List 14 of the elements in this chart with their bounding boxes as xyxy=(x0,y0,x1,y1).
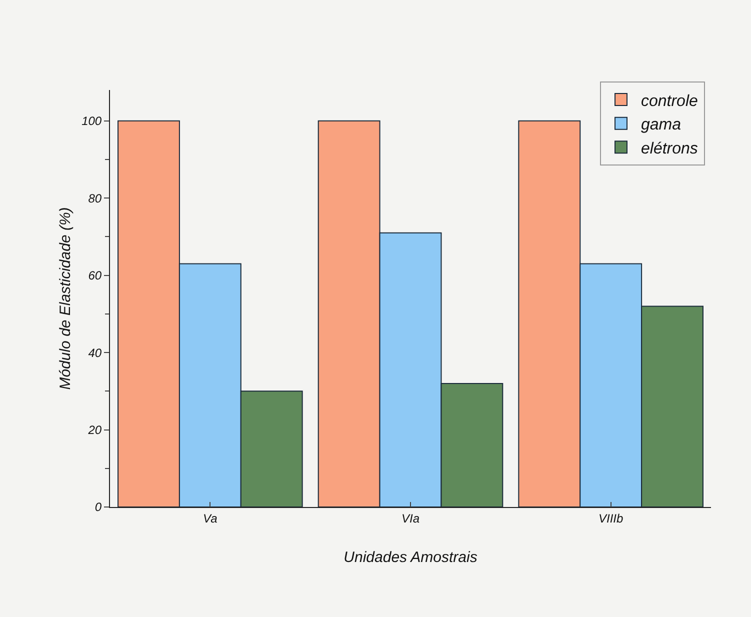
x-tick-label: VIa xyxy=(401,511,420,526)
y-tick-label: 80 xyxy=(88,191,102,206)
legend-label: gama xyxy=(640,116,682,134)
legend-label: elétrons xyxy=(640,140,698,158)
y-tick-label: 40 xyxy=(88,346,102,360)
x-axis-title: Unidades Amostrais xyxy=(344,549,478,566)
y-axis-title: Módulo de Elasticidade (%) xyxy=(57,207,74,390)
y-tick-label: 100 xyxy=(82,114,102,128)
y-tick-label: 0 xyxy=(94,500,102,514)
x-tick-label: VIIIb xyxy=(598,511,624,526)
x-tick-label: Va xyxy=(203,511,218,526)
legend-label: controle xyxy=(640,92,698,110)
y-tick-label: 60 xyxy=(88,268,102,283)
y-tick-label: 20 xyxy=(87,422,102,437)
